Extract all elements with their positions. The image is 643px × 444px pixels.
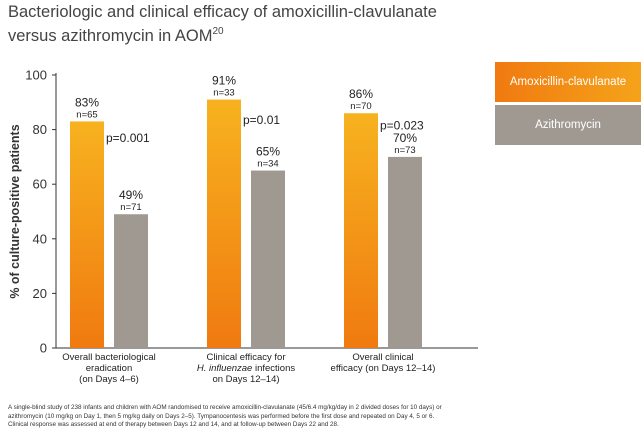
- footnote-line-1: A single-blind study of 238 infants and …: [8, 404, 442, 411]
- legend-label-amox: Amoxicillin-clavulanate: [509, 76, 627, 88]
- bar-chart: 0 20 40 60 80 100 % of culture-positive patien…: [8, 68, 478, 385]
- y-tick-label: 80: [33, 122, 47, 137]
- bar-n-label: n=33: [213, 88, 234, 99]
- x-category-label: (on Days 4–6): [79, 374, 139, 385]
- y-axis-label: % of culture-positive patients: [8, 124, 22, 298]
- bar-amoxicillin-clavulanate: [344, 113, 378, 348]
- bar-percent-label: 83%: [75, 95, 99, 109]
- bar-n-label: n=73: [394, 145, 415, 156]
- y-tick-label: 0: [40, 341, 47, 356]
- footnote-line-2: azithromycin (10 mg/kg on Day 1, then 5 …: [8, 412, 435, 420]
- y-tick-label: 60: [33, 177, 47, 192]
- bar-azithromycin: [388, 156, 422, 348]
- y-tick-label: 40: [33, 231, 47, 246]
- bar-percent-label: 65%: [256, 145, 280, 159]
- bar-amoxicillin-clavulanate: [70, 121, 104, 348]
- x-category-label: efficacy (on Days 12–14): [331, 363, 436, 374]
- p-value-label: p=0.023: [380, 119, 424, 133]
- legend-amoxicillin-clavulanate: Amoxicillin-clavulanate: [495, 62, 641, 102]
- bar-percent-label: 91%: [212, 74, 236, 88]
- bar-azithromycin: [114, 214, 148, 348]
- bar-n-label: n=65: [76, 109, 97, 120]
- x-category-label: Clinical efficacy for: [206, 352, 285, 363]
- bar-n-label: n=71: [120, 202, 141, 213]
- bar-amoxicillin-clavulanate: [207, 99, 241, 348]
- chart-title: Bacteriologic and clinical efficacy of a…: [8, 3, 608, 46]
- x-category-label: H. influenzae infections: [197, 363, 295, 374]
- legend-azithromycin: Azithromycin: [495, 105, 641, 145]
- bar-percent-label: 70%: [393, 131, 417, 145]
- x-category-label: Overall clinical: [352, 352, 413, 363]
- bar-percent-label: 86%: [349, 87, 373, 101]
- x-category-label: Overall bacteriological: [62, 352, 155, 363]
- footnote-line-3: Clinical response was assessed at end of…: [8, 421, 339, 429]
- x-category-label: eradication: [86, 363, 132, 374]
- footnote: A single-blind study of 238 infants and …: [8, 404, 638, 430]
- bar-percent-label: 49%: [119, 188, 143, 202]
- y-tick-label: 100: [25, 68, 47, 83]
- title-line-1: Bacteriologic and clinical efficacy of a…: [8, 3, 437, 21]
- x-category-label: on Days 12–14): [212, 374, 279, 385]
- x-category-label-italic: H. influenzae: [197, 363, 252, 374]
- x-category-label-rest: infections: [252, 363, 295, 374]
- bar-azithromycin: [251, 170, 285, 348]
- title-reference: 20: [212, 26, 224, 37]
- y-tick-label: 20: [33, 286, 47, 301]
- title-line-2: versus azithromycin in AOM: [8, 27, 213, 45]
- p-value-label: p=0.01: [243, 113, 280, 127]
- bar-n-label: n=70: [350, 101, 371, 112]
- legend-label-azi: Azithromycin: [535, 119, 601, 131]
- bar-n-label: n=34: [257, 159, 278, 170]
- p-value-label: p=0.001: [106, 131, 150, 145]
